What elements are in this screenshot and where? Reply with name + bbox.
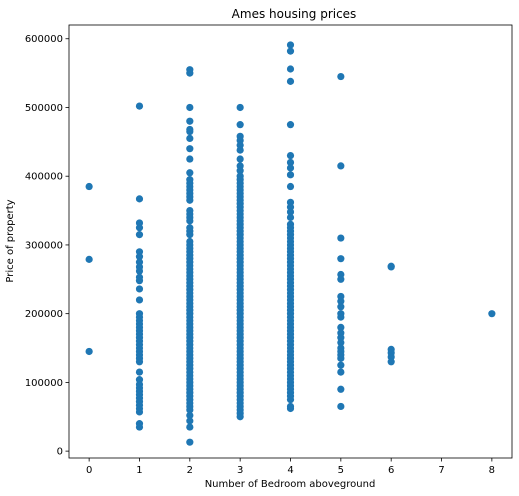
data-point: [286, 208, 295, 216]
x-tick-label: 7: [438, 465, 444, 476]
y-tick-label: 400000: [25, 172, 63, 183]
y-axis-label: Price of property: [5, 199, 16, 282]
data-point: [286, 404, 295, 413]
data-point: [135, 102, 144, 110]
points-layer: [85, 41, 496, 446]
data-point: [135, 224, 144, 232]
data-point: [135, 296, 144, 304]
data-point: [236, 146, 244, 154]
y-tick-label: 100000: [25, 378, 63, 389]
data-point: [135, 195, 144, 203]
x-tick-label: 8: [489, 465, 495, 476]
data-point: [236, 167, 244, 175]
data-point: [85, 347, 93, 356]
data-point: [186, 231, 194, 239]
data-point: [186, 155, 194, 163]
data-point: [337, 255, 345, 263]
data-point: [286, 151, 295, 160]
x-tick-label: 2: [187, 465, 193, 476]
data-point: [488, 310, 496, 318]
data-point: [85, 255, 93, 263]
data-point: [337, 234, 345, 242]
data-point: [186, 438, 194, 446]
data-point: [135, 267, 144, 275]
data-point: [236, 155, 244, 163]
data-point: [85, 182, 93, 191]
data-point: [135, 277, 144, 285]
data-point: [337, 354, 345, 362]
data-point: [286, 121, 295, 129]
data-point: [337, 368, 345, 376]
x-tick-label: 1: [136, 465, 142, 476]
x-axis: 0 1 2 3 4 5 6 7 8: [86, 458, 495, 476]
data-point: [337, 275, 345, 283]
y-tick-label: 500000: [25, 103, 63, 114]
data-point: [135, 253, 144, 261]
y-tick-label: 600000: [25, 34, 63, 45]
x-tick-label: 3: [237, 465, 243, 476]
x-tick-label: 0: [86, 465, 92, 476]
data-point: [135, 368, 144, 376]
y-tick-label: 300000: [25, 240, 63, 251]
data-point: [286, 65, 295, 73]
data-point: [186, 417, 194, 425]
data-point: [337, 313, 345, 321]
data-point: [186, 169, 194, 177]
data-point: [186, 117, 194, 125]
data-point: [236, 103, 244, 112]
data-point: [186, 103, 194, 112]
data-point: [135, 358, 144, 366]
data-point: [135, 408, 144, 416]
data-point: [236, 413, 244, 421]
data-point: [186, 411, 194, 419]
data-point: [135, 231, 144, 239]
data-point: [337, 338, 345, 347]
data-point: [337, 162, 345, 170]
data-point: [186, 217, 194, 225]
data-point: [236, 121, 244, 129]
data-point: [135, 423, 144, 431]
x-axis-label: Number of Bedroom aboveground: [205, 479, 376, 490]
data-point: [337, 303, 345, 311]
data-point: [387, 263, 395, 271]
chart-title: Ames housing prices: [232, 7, 357, 21]
x-tick-label: 4: [287, 465, 293, 476]
data-point: [337, 323, 345, 332]
x-tick-label: 5: [338, 465, 344, 476]
data-point: [135, 285, 144, 293]
data-point: [286, 213, 295, 222]
data-point: [286, 77, 295, 85]
data-point: [337, 361, 345, 369]
data-point: [186, 69, 194, 77]
data-point: [186, 406, 194, 414]
data-point: [286, 164, 295, 172]
data-point: [337, 402, 345, 411]
data-point: [186, 196, 194, 204]
data-point: [286, 158, 295, 167]
data-point: [186, 145, 194, 153]
data-point: [286, 395, 295, 404]
y-axis: 0 100000 200000 300000 400000 500000 600000: [25, 34, 69, 458]
data-point: [337, 297, 345, 305]
data-point: [337, 385, 345, 393]
data-point: [337, 72, 345, 81]
data-point: [286, 41, 295, 49]
data-point: [286, 47, 295, 55]
y-tick-label: 0: [57, 447, 63, 458]
data-point: [186, 423, 194, 431]
y-tick-label: 200000: [25, 309, 63, 320]
data-point: [286, 171, 295, 179]
data-point: [286, 182, 295, 191]
x-tick-label: 6: [388, 465, 394, 476]
data-point: [186, 127, 194, 136]
data-point: [387, 358, 395, 366]
data-point: [186, 134, 194, 142]
